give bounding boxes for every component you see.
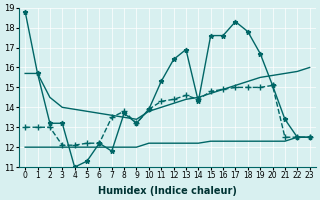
X-axis label: Humidex (Indice chaleur): Humidex (Indice chaleur) xyxy=(98,186,237,196)
